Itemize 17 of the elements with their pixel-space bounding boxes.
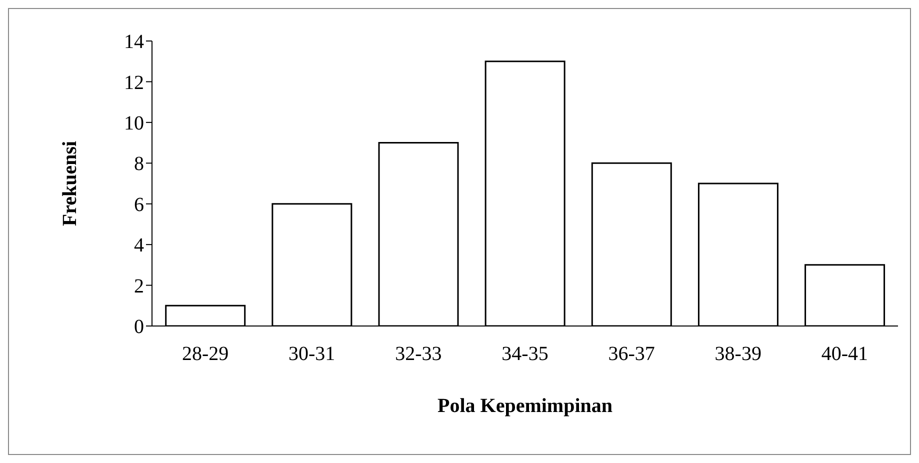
y-tick-label: 8 xyxy=(134,153,144,176)
x-tick-label: 30-31 xyxy=(288,343,336,366)
x-tick-label: 40-41 xyxy=(821,343,868,366)
y-axis-title: Frekuensi xyxy=(59,140,82,226)
y-tick-label: 6 xyxy=(134,194,144,216)
y-tick-label: 4 xyxy=(134,234,144,257)
x-axis-title: Pola Kepemimpinan xyxy=(437,395,613,417)
y-tick-label: 12 xyxy=(124,72,144,94)
x-tick-label: 34-35 xyxy=(502,343,548,366)
x-tick-label: 36-37 xyxy=(608,343,655,366)
y-tick-label: 14 xyxy=(124,31,144,54)
x-tick-label: 32-33 xyxy=(395,343,442,366)
x-tick-label: 28-29 xyxy=(182,343,229,366)
y-tick-label: 10 xyxy=(124,112,144,135)
y-tick-label: 2 xyxy=(134,275,144,298)
x-tick-label: 38-39 xyxy=(714,343,762,366)
y-tick-label: 0 xyxy=(134,316,144,338)
